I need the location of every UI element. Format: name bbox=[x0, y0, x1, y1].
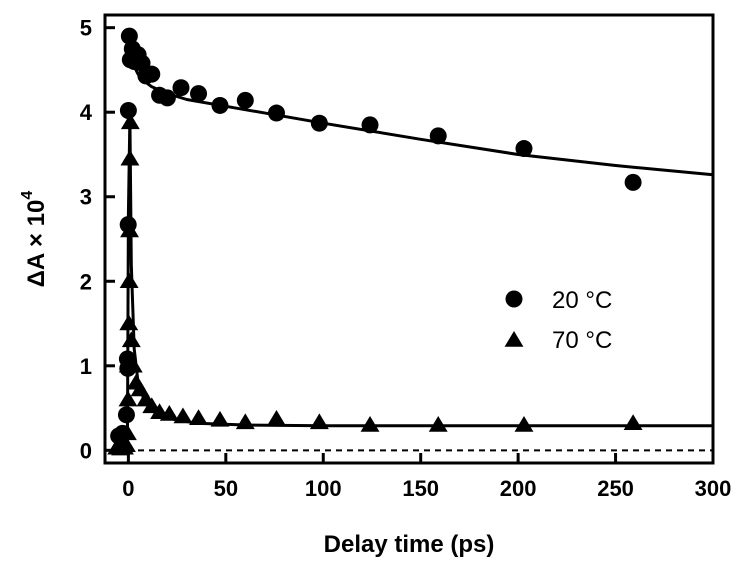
tick-marks bbox=[105, 26, 715, 463]
y-axis-title: ΔA × 104 bbox=[19, 191, 50, 288]
data-point-20c bbox=[211, 96, 229, 114]
legend-marker-circle bbox=[505, 290, 523, 308]
data-point-70c bbox=[623, 414, 643, 431]
x-tick-label: 0 bbox=[122, 476, 134, 501]
data-point-70c bbox=[309, 413, 329, 430]
data-point-70c bbox=[119, 272, 139, 289]
data-point-70c bbox=[159, 404, 179, 421]
x-tick-label: 200 bbox=[500, 476, 537, 501]
data-point-70c bbox=[514, 415, 534, 432]
data-point-20c bbox=[624, 173, 642, 191]
data-point-70c bbox=[116, 436, 136, 452]
data-point-70c bbox=[120, 113, 140, 130]
x-tick-label: 100 bbox=[305, 476, 342, 501]
x-axis-title: Delay time (ps) bbox=[324, 531, 495, 558]
x-tick-label: 150 bbox=[402, 476, 439, 501]
axes bbox=[103, 13, 715, 465]
data-point-70c bbox=[210, 410, 230, 427]
data-point-20c bbox=[429, 127, 447, 145]
data-point-20c bbox=[158, 89, 176, 107]
data-point-20c bbox=[120, 27, 138, 45]
x-tick-label: 250 bbox=[597, 476, 634, 501]
y-tick-label: 3 bbox=[80, 185, 92, 210]
data-point-20c bbox=[143, 65, 161, 83]
data-point-20c bbox=[172, 79, 190, 97]
legend: 20 °C 70 °C bbox=[504, 287, 612, 354]
data-point-70c bbox=[123, 356, 143, 373]
y-tick-label: 0 bbox=[80, 438, 92, 463]
y-tick-label: 4 bbox=[80, 100, 93, 125]
data-point-70c bbox=[119, 314, 139, 331]
data-point-70c bbox=[120, 221, 140, 238]
data-point-20c bbox=[236, 91, 254, 109]
x-tick-label: 300 bbox=[695, 476, 732, 501]
data-point-20c bbox=[515, 140, 533, 158]
data-point-70c bbox=[189, 409, 208, 425]
legend-label-20c: 20 °C bbox=[552, 287, 612, 314]
data-point-70c bbox=[235, 413, 255, 430]
data-point-70c bbox=[118, 390, 138, 407]
data-point-20c bbox=[190, 85, 208, 103]
data-point-70c bbox=[267, 410, 286, 426]
y-tick-label: 2 bbox=[80, 269, 92, 294]
data-point-20c bbox=[267, 104, 285, 122]
data-point-20c bbox=[117, 406, 135, 424]
x-tick-label: 50 bbox=[214, 476, 238, 501]
y-tick-label: 1 bbox=[80, 354, 92, 379]
y-axis-title-exponent: 4 bbox=[19, 191, 36, 200]
legend-marker-triangle bbox=[504, 331, 524, 347]
y-tick-label: 5 bbox=[80, 16, 92, 41]
data-point-70c bbox=[130, 380, 150, 397]
data-point-70c bbox=[360, 415, 380, 432]
y-axis-title-main: ΔA × 10 bbox=[23, 200, 50, 288]
data-point-70c bbox=[121, 331, 141, 348]
legend-label-70c: 70 °C bbox=[552, 327, 612, 354]
data-point-70c bbox=[120, 149, 140, 166]
data-points bbox=[107, 27, 643, 456]
plot-frame bbox=[103, 13, 715, 465]
data-point-70c bbox=[117, 424, 137, 441]
data-point-70c bbox=[428, 415, 448, 432]
data-point-20c bbox=[310, 114, 328, 132]
data-point-70c bbox=[173, 407, 193, 424]
data-point-20c bbox=[119, 102, 137, 120]
data-point-20c bbox=[361, 116, 379, 134]
tick-labels: 0 50 100 150 200 250 300 0 1 2 3 4 5 bbox=[80, 16, 732, 501]
